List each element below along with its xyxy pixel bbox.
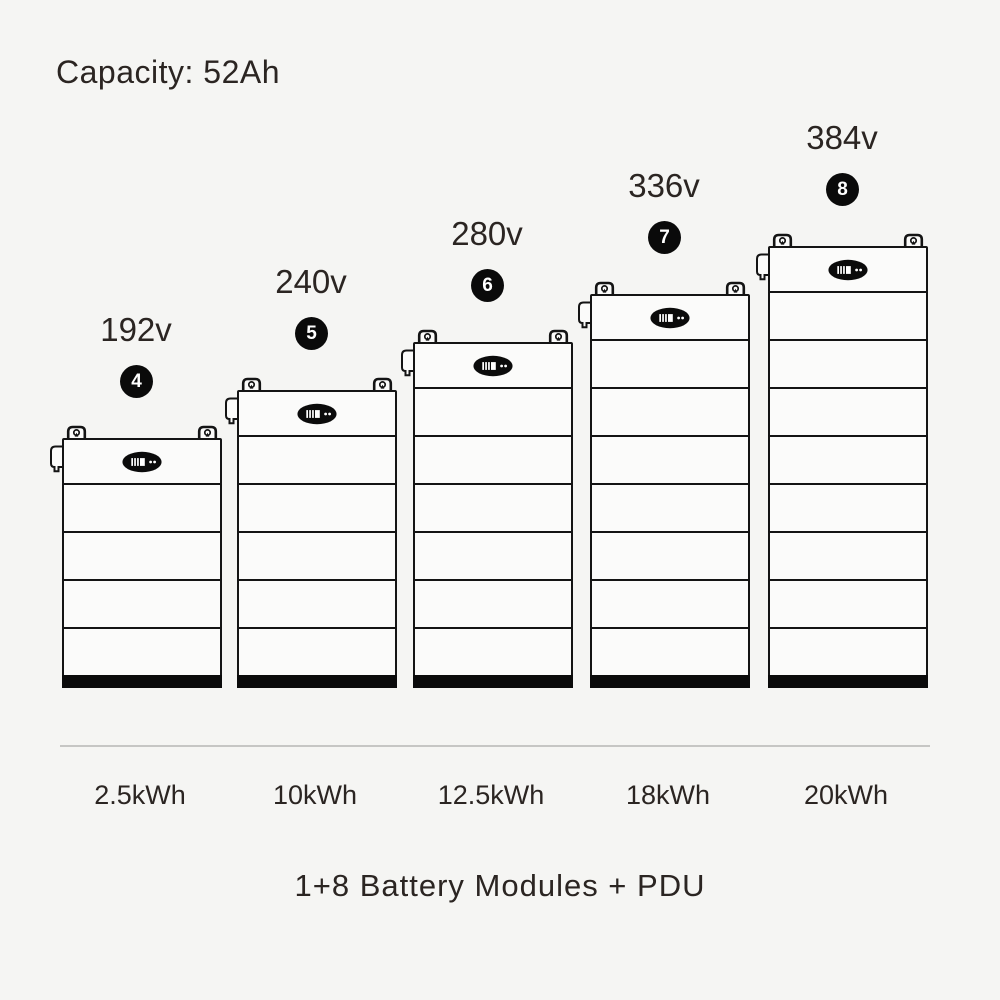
pdu-base: [62, 675, 222, 688]
latch-icon: [772, 233, 793, 248]
voltage-label: 384v: [806, 119, 878, 156]
battery-module: [768, 339, 928, 389]
battery-module: [413, 579, 573, 629]
module-count-badge: 8: [826, 173, 859, 206]
latch-icon: [548, 329, 569, 344]
page-title: Capacity: 52Ah: [56, 54, 281, 90]
top-unit: [590, 294, 750, 341]
capacity-label: 20kWh: [803, 780, 889, 810]
capacity-label: 18kWh: [625, 780, 711, 810]
battery-stack: [50, 425, 222, 688]
status-display-icon: [122, 451, 162, 472]
top-unit: [62, 438, 222, 485]
side-clip-icon: [577, 301, 592, 329]
latch-icon: [903, 233, 924, 248]
capacity-label: 12.5kWh: [437, 780, 545, 810]
pdu-base: [768, 675, 928, 688]
battery-module: [768, 387, 928, 437]
battery-module: [590, 339, 750, 389]
battery-module: [413, 627, 573, 677]
voltage-label: 336v: [628, 167, 700, 204]
battery-module: [62, 483, 222, 533]
latch-icon: [241, 377, 262, 392]
side-clip-icon: [49, 445, 64, 473]
latch-icon: [66, 425, 87, 440]
latch-icon: [594, 281, 615, 296]
latch-icon: [372, 377, 393, 392]
capacity-label: 2.5kWh: [94, 780, 186, 810]
latch-icon: [197, 425, 218, 440]
battery-module: [413, 483, 573, 533]
latch-icon: [725, 281, 746, 296]
top-unit: [237, 390, 397, 437]
status-display-icon: [297, 403, 337, 424]
pdu-base: [237, 675, 397, 688]
battery-module: [590, 387, 750, 437]
battery-module: [62, 627, 222, 677]
battery-stack: [401, 329, 573, 688]
voltage-label: 192v: [100, 311, 172, 348]
latch-icon: [417, 329, 438, 344]
battery-module: [237, 579, 397, 629]
voltage-label: 280v: [451, 215, 523, 252]
divider: [60, 745, 930, 747]
status-display-icon: [473, 355, 513, 376]
battery-module: [590, 435, 750, 485]
battery-stack: [756, 233, 928, 688]
status-display-icon: [828, 259, 868, 280]
side-clip-icon: [224, 397, 239, 425]
battery-module: [237, 435, 397, 485]
battery-module: [237, 627, 397, 677]
battery-module: [768, 291, 928, 341]
battery-module: [768, 627, 928, 677]
pdu-base: [413, 675, 573, 688]
battery-module: [413, 435, 573, 485]
status-display-icon: [650, 307, 690, 328]
battery-module: [413, 387, 573, 437]
battery-stack: [225, 377, 397, 688]
module-count-badge: 7: [648, 221, 681, 254]
battery-module: [413, 531, 573, 581]
side-clip-icon: [400, 349, 415, 377]
side-clip-icon: [755, 253, 770, 281]
module-count-badge: 4: [120, 365, 153, 398]
battery-module: [768, 579, 928, 629]
battery-module: [62, 531, 222, 581]
capacity-label: 10kWh: [272, 780, 358, 810]
battery-module: [590, 579, 750, 629]
battery-module: [237, 483, 397, 533]
battery-module: [590, 627, 750, 677]
top-unit: [413, 342, 573, 389]
voltage-label: 240v: [275, 263, 347, 300]
battery-module: [590, 531, 750, 581]
pdu-base: [590, 675, 750, 688]
top-unit: [768, 246, 928, 293]
battery-module: [590, 483, 750, 533]
battery-stack: [578, 281, 750, 688]
module-count-badge: 6: [471, 269, 504, 302]
footer-caption: 1+8 Battery Modules + PDU: [294, 868, 706, 903]
battery-module: [768, 483, 928, 533]
battery-module: [237, 531, 397, 581]
battery-module: [62, 579, 222, 629]
module-count-badge: 5: [295, 317, 328, 350]
battery-module: [768, 531, 928, 581]
battery-module: [768, 435, 928, 485]
